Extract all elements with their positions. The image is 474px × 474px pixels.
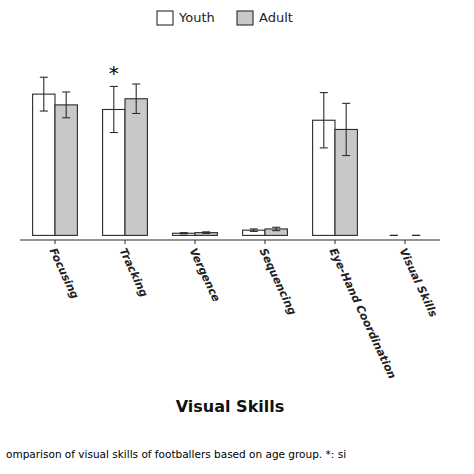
x-tick [265, 240, 266, 244]
error-bar [40, 77, 48, 111]
x-tick [195, 240, 196, 244]
bar [383, 235, 405, 236]
error-bar [110, 86, 118, 132]
bar [173, 233, 195, 235]
x-tick [405, 240, 406, 244]
x-tick-label: Eye-Hand Coordination [327, 246, 399, 381]
bar [55, 105, 77, 236]
bar [125, 99, 147, 236]
legend-label: Adult [259, 10, 293, 25]
bar [405, 235, 427, 236]
error-bar [202, 232, 210, 234]
error-bar [250, 229, 258, 231]
bars [33, 77, 421, 235]
legend-label: Youth [178, 10, 215, 25]
x-tick-label: Tracking [117, 246, 151, 299]
x-tick-label: Focusing [47, 246, 82, 301]
error-bar [62, 92, 70, 118]
error-bar [320, 93, 328, 148]
error-bar [390, 235, 398, 236]
x-tick-label: Sequencing [257, 246, 299, 317]
error-bar [412, 235, 420, 236]
error-bar [180, 233, 188, 234]
x-axis [20, 239, 440, 240]
x-tick [335, 240, 336, 244]
error-bar [342, 103, 350, 155]
error-bar [272, 227, 280, 230]
bar [243, 230, 265, 235]
x-tick [55, 240, 56, 244]
legend-swatch [157, 11, 173, 25]
annotation: * [109, 61, 119, 85]
x-tick [125, 240, 126, 244]
x-axis-label: Visual Skills [176, 397, 285, 416]
chart: Focusing Tracking Vergence Sequencing Eye-Ha… [0, 0, 474, 474]
legend: Youth Adult [157, 10, 293, 26]
bar [33, 94, 55, 235]
caption: omparison of visual skills of footballer… [6, 448, 346, 460]
bar [195, 233, 217, 236]
x-tick-label: Visual Skills [397, 246, 440, 320]
error-bar [132, 84, 140, 113]
x-tick-label: Vergence [187, 246, 223, 304]
legend-swatch [237, 11, 253, 25]
